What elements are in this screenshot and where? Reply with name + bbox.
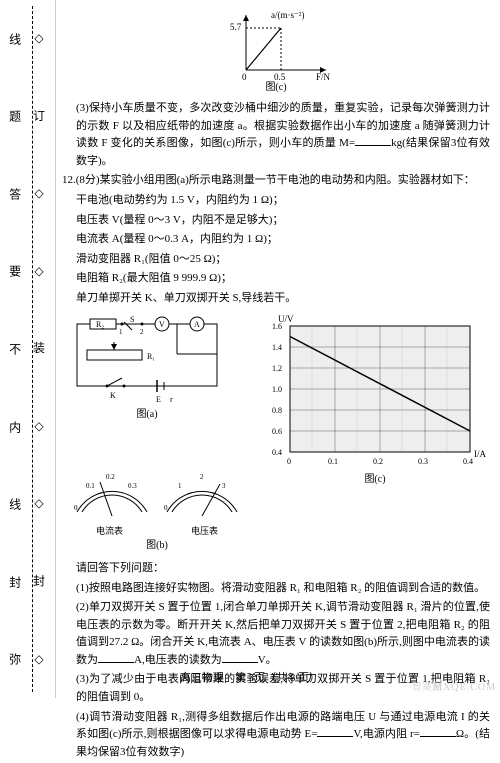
svg-text:0: 0 xyxy=(74,504,78,512)
binding-label: 线 xyxy=(4,498,23,510)
answer-head: 请回答下列问题： xyxy=(62,560,490,578)
q12-item: 滑动变阻器 R₁(阻值 0～25 Ω)； xyxy=(62,251,490,269)
svg-text:1.2: 1.2 xyxy=(272,364,282,373)
binding-label: 题 xyxy=(4,110,23,122)
q12-item: 电阻箱 R₂(最大阻值 9 999.9 Ω)； xyxy=(62,270,490,288)
watermark-text: MXQE.COM xyxy=(433,680,496,696)
q12-item: 电流表 A(量程 0～0.3 A，内阻约为 1 Ω)； xyxy=(62,231,490,249)
svg-text:K: K xyxy=(110,391,116,400)
q12-4: (4)调节滑动变阻器 R₁,测得多组数据后作出电源的路端电压 U 与通过电源电流… xyxy=(62,709,490,762)
svg-text:0.4: 0.4 xyxy=(463,457,473,466)
svg-text:0: 0 xyxy=(164,504,168,512)
figure-c-svg: a/(m·s⁻²) F/N 5.7 0 0.5 xyxy=(216,10,336,80)
binding-label: 弥 xyxy=(4,653,23,665)
svg-text:0.4: 0.4 xyxy=(272,448,282,457)
q12-item: 单刀单掷开关 K、单刀双掷开关 S,导线若干。 xyxy=(62,290,490,308)
dash-mark: 封 xyxy=(33,572,45,591)
figure-b-container: 0 0.1 0.2 0.3 0 1 2 3 电流表 电压表 图(b) xyxy=(62,464,252,554)
figure-graph-caption: 图(c) xyxy=(260,472,490,488)
svg-text:0: 0 xyxy=(242,72,247,80)
svg-text:2: 2 xyxy=(200,473,204,481)
q12-head: 12.(8分)某实验小组用图(a)所示电路测量一节干电池的电动势和内阻。实验器材… xyxy=(62,172,490,190)
figure-graph-container: U/V xyxy=(260,312,490,488)
figure-a-caption: 图(a) xyxy=(62,407,232,423)
svg-text:1.6: 1.6 xyxy=(272,322,282,331)
page-content: a/(m·s⁻²) F/N 5.7 0 0.5 图(c) (3)保持小车质量不变… xyxy=(62,10,490,763)
dash-mark: ◇ xyxy=(34,262,43,281)
svg-text:1.0: 1.0 xyxy=(272,385,282,394)
svg-text:E: E xyxy=(156,395,161,404)
svg-text:V: V xyxy=(159,320,165,329)
dash-mark: ◇ xyxy=(34,650,43,669)
svg-text:0.3: 0.3 xyxy=(128,482,137,490)
q11-3-text: (3)保持小车质量不变，多次改变沙桶中细沙的质量，重复实验，记录每次弹簧测力计的… xyxy=(62,100,490,170)
svg-text:0.2: 0.2 xyxy=(106,473,115,481)
figure-b-caption: 图(b) xyxy=(62,538,252,554)
q12-2: (2)单刀双掷开关 S 置于位置 1,闭合单刀单掷开关 K,调节滑动变阻器 R₁… xyxy=(62,599,490,669)
binding-dash-marks: ◇ 订 ◇ ◇ 装 ◇ ◇ 封 ◇ xyxy=(32,0,46,698)
svg-text:0.2: 0.2 xyxy=(373,457,383,466)
fc-ylabel: a/(m·s⁻²) xyxy=(271,10,304,20)
svg-text:0.3: 0.3 xyxy=(418,457,428,466)
svg-text:2: 2 xyxy=(140,328,144,336)
dash-mark: ◇ xyxy=(34,184,43,203)
svg-text:0.1: 0.1 xyxy=(328,457,338,466)
meter-left-label: 电流表 xyxy=(96,524,123,538)
svg-text:0.5: 0.5 xyxy=(274,72,286,80)
dash-mark: 订 xyxy=(33,107,45,126)
svg-text:5.7: 5.7 xyxy=(230,22,242,32)
dash-mark: 装 xyxy=(33,339,45,358)
svg-text:1.4: 1.4 xyxy=(272,343,282,352)
binding-label: 内 xyxy=(4,421,23,433)
svg-text:R₂: R₂ xyxy=(96,320,104,329)
q12-item: 电压表 V(量程 0～3 V，内阻不是足够大)； xyxy=(62,212,490,230)
figure-c-caption: 图(c) xyxy=(216,80,336,96)
svg-text:I/A: I/A xyxy=(474,449,486,459)
svg-text:1: 1 xyxy=(119,328,123,336)
svg-text:0: 0 xyxy=(287,457,291,466)
figure-a-container: R₂ S 1 2 V A R₁ xyxy=(62,312,232,423)
svg-text:0.1: 0.1 xyxy=(86,482,95,490)
binding-left-labels: 线 题 答 要 不 内 线 封 弥 xyxy=(6,0,22,698)
q12-item: 干电池(电动势约为 1.5 V，内阻约为 1 Ω)； xyxy=(62,192,490,210)
svg-text:r: r xyxy=(170,395,173,404)
figure-graph-svg: U/V xyxy=(260,312,490,472)
svg-text:A: A xyxy=(194,320,200,329)
figure-c-container: a/(m·s⁻²) F/N 5.7 0 0.5 图(c) xyxy=(216,10,336,96)
dash-mark: ◇ xyxy=(34,29,43,48)
q12-1: (1)按照电路图连接好实物图。将滑动变阻器 R₁ 和电阻箱 R₂ 的阻值调到合适… xyxy=(62,580,490,598)
figure-a-svg: R₂ S 1 2 V A R₁ xyxy=(62,312,232,407)
svg-text:0.8: 0.8 xyxy=(272,406,282,415)
svg-text:1: 1 xyxy=(178,482,182,490)
binding-margin: 线 题 答 要 不 内 线 封 弥 ◇ 订 ◇ ◇ 装 ◇ ◇ 封 ◇ xyxy=(0,0,56,698)
binding-label: 线 xyxy=(4,33,23,45)
fc-xlabel: F/N xyxy=(316,72,331,80)
svg-text:S: S xyxy=(130,315,134,324)
dash-mark: ◇ xyxy=(34,494,43,513)
figure-b-svg: 0 0.1 0.2 0.3 0 1 2 3 xyxy=(62,464,252,524)
svg-text:R₁: R₁ xyxy=(147,352,155,361)
svg-text:0.6: 0.6 xyxy=(272,427,282,436)
binding-label: 答 xyxy=(4,188,23,200)
binding-label: 封 xyxy=(4,576,23,588)
meter-right-label: 电压表 xyxy=(191,524,218,538)
binding-label: 要 xyxy=(4,265,23,277)
figure-row-1: R₂ S 1 2 V A R₁ xyxy=(62,312,490,488)
binding-label: 不 xyxy=(4,343,23,355)
svg-text:3: 3 xyxy=(222,482,226,490)
dash-mark: ◇ xyxy=(34,417,43,436)
